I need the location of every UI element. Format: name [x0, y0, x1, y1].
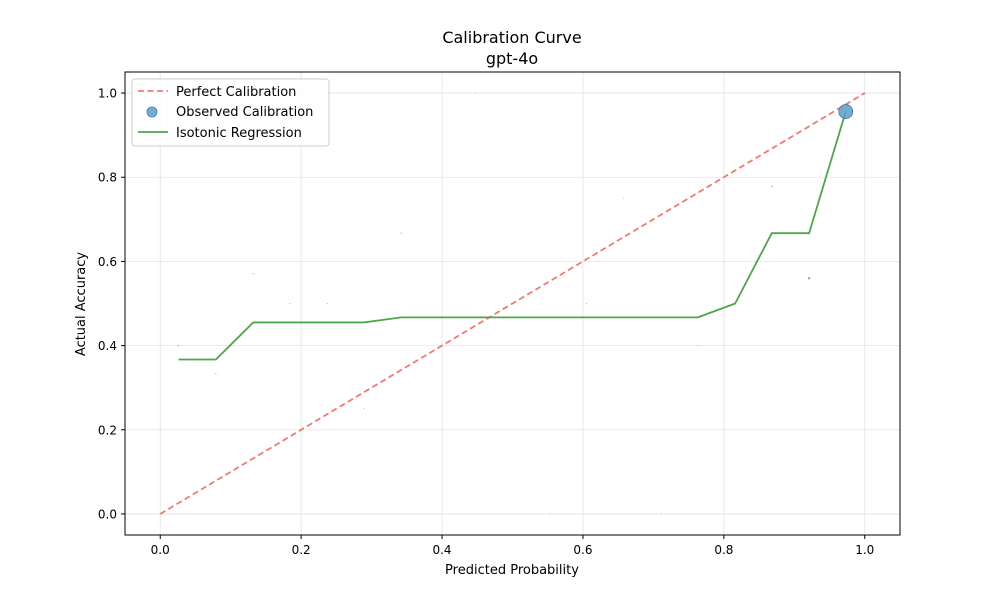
observed-calibration-point: [474, 92, 476, 94]
x-tick-label: 0.8: [714, 543, 733, 557]
observed-calibration-point: [660, 513, 662, 515]
chart-subtitle: gpt-4o: [486, 49, 538, 68]
y-tick-label: 0.6: [98, 255, 117, 269]
observed-calibration-point: [585, 303, 587, 304]
legend-label-observed: Observed Calibration: [176, 105, 313, 120]
x-tick-label: 0.4: [432, 543, 451, 557]
observed-calibration-point: [400, 232, 402, 234]
observed-calibration-point: [215, 373, 217, 375]
y-tick-label: 0.2: [98, 423, 117, 437]
observed-calibration-point: [549, 513, 551, 515]
plot-area-frame: [124, 71, 901, 536]
legend-swatch-observed: [146, 106, 158, 118]
observed-calibration-point: [363, 408, 365, 410]
observed-calibration-point: [326, 303, 328, 304]
observed-calibration-point: [807, 277, 811, 280]
x-tick-label: 1.0: [855, 543, 874, 557]
y-tick-label: 0.8: [98, 171, 117, 185]
plot-series: [159, 92, 866, 515]
observed-calibration-point: [697, 345, 699, 347]
axis-ticks: 0.0 0.2 0.4 0.6 0.8 1.0 0.0 0.2 0.4 0.6 0.8 1.0: [98, 87, 874, 557]
perfect-calibration-line: [159, 92, 866, 515]
observed-calibration-point: [177, 344, 180, 347]
observed-calibration-point: [838, 104, 854, 119]
y-tick-label: 0.0: [98, 507, 117, 521]
observed-calibration-point: [252, 273, 254, 275]
x-tick-label: 0.2: [292, 543, 311, 557]
y-tick-label: 0.4: [98, 339, 117, 353]
observed-calibration-point: [623, 197, 625, 199]
legend: Perfect Calibration Observed Calibration…: [131, 78, 330, 147]
x-tick-label: 0.0: [151, 543, 170, 557]
isotonic-regression-line: [178, 111, 847, 361]
legend-label-perfect: Perfect Calibration: [176, 85, 296, 100]
x-tick-label: 0.6: [573, 543, 592, 557]
chart-title: Calibration Curve: [442, 28, 581, 47]
legend-box: [131, 78, 330, 147]
x-axis-label: Predicted Probability: [445, 563, 579, 578]
observed-calibration-point: [771, 185, 773, 188]
y-tick-label: 1.0: [98, 87, 117, 101]
y-axis-label: Actual Accuracy: [74, 252, 89, 357]
legend-label-isotonic: Isotonic Regression: [176, 126, 302, 141]
grid: [125, 72, 900, 535]
observed-calibration-point: [289, 303, 291, 304]
